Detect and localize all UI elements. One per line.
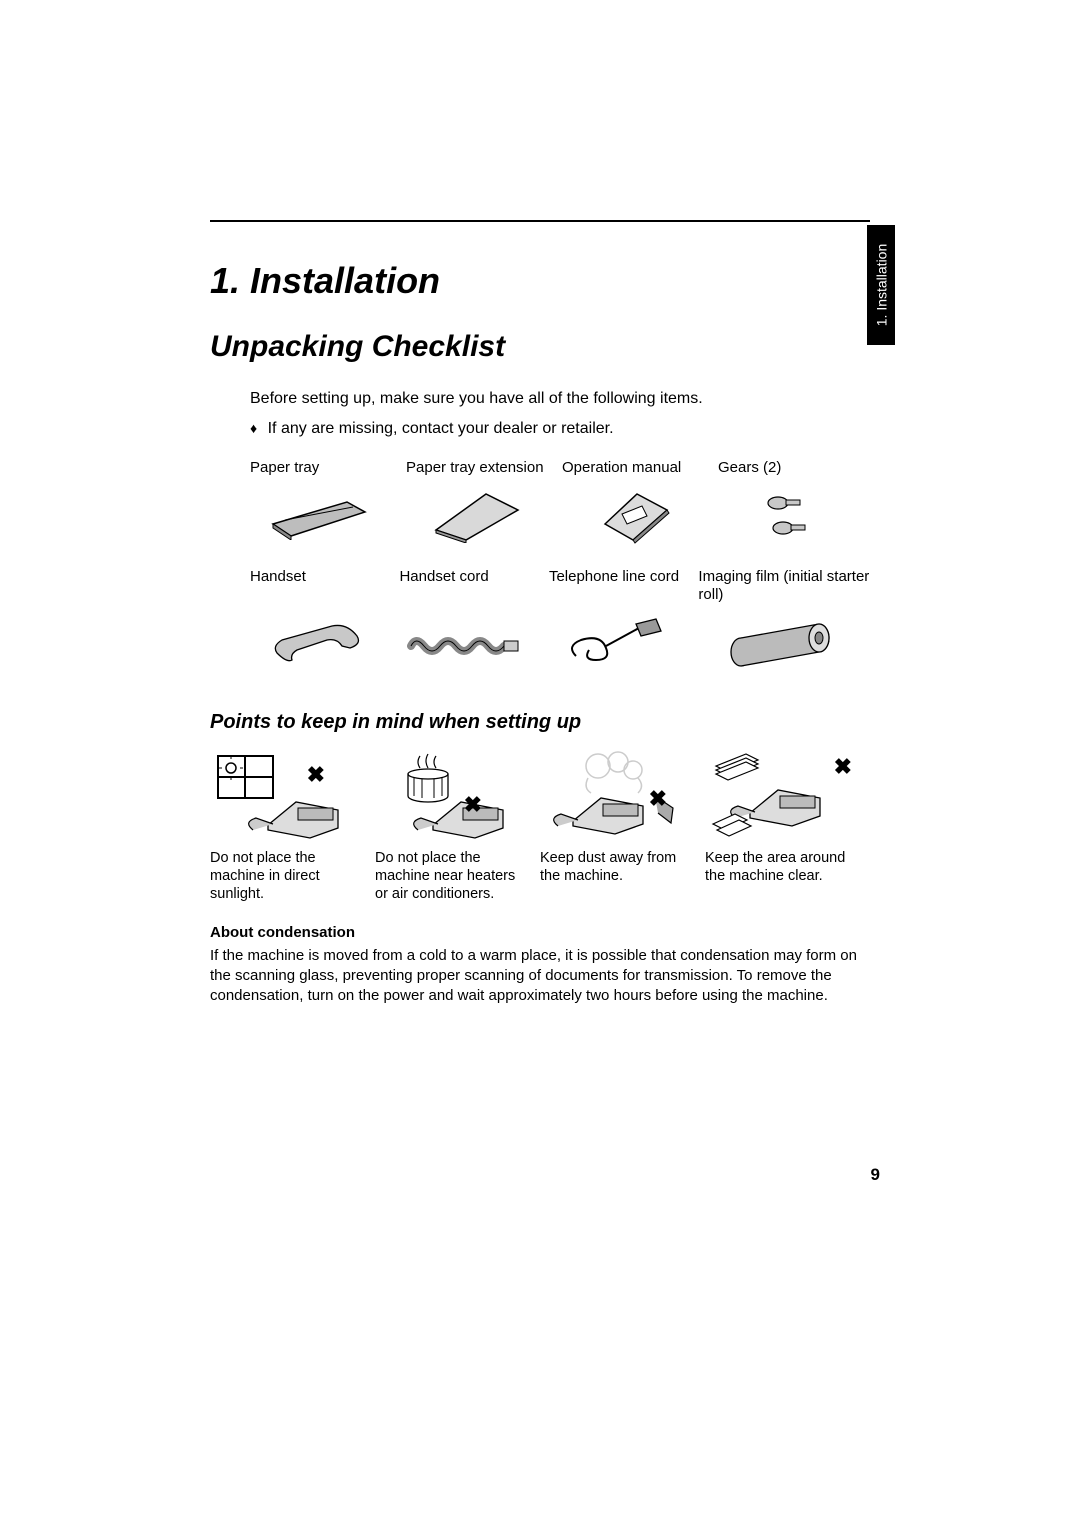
- handset-icon: [250, 613, 383, 673]
- chapter-title: 1. Installation: [210, 260, 870, 302]
- caution-heater: ✖: [375, 748, 530, 843]
- caution-caption: Do not place the machine near heaters or…: [375, 849, 530, 903]
- caution-captions-row: Do not place the machine in direct sunli…: [210, 849, 870, 903]
- x-icon: ✖: [307, 762, 325, 788]
- page-content: 1. Installation Unpacking Checklist Befo…: [210, 220, 870, 1006]
- item-label: Handset cord: [399, 568, 532, 606]
- items-labels-row1: Paper tray Paper tray extension Operatio…: [250, 459, 870, 478]
- bullet-text: If any are missing, contact your dealer …: [268, 420, 614, 437]
- caution-clear: ✖: [705, 748, 860, 843]
- item-label: Imaging film (initial starter roll): [698, 568, 870, 606]
- paper-tray-ext-icon: [406, 486, 546, 546]
- item-label: Handset: [250, 568, 383, 606]
- item-label: Telephone line cord: [549, 568, 682, 606]
- caution-caption: Keep dust away from the machine.: [540, 849, 695, 903]
- side-tab: 1. Installation: [867, 225, 895, 345]
- handset-cord-icon: [399, 613, 532, 673]
- caution-dust: ✖: [540, 748, 695, 843]
- intro-block: Before setting up, make sure you have al…: [250, 388, 870, 441]
- caution-caption: Do not place the machine in direct sunli…: [210, 849, 365, 903]
- items-grid: Paper tray Paper tray extension Operatio…: [250, 459, 870, 673]
- section-title: Unpacking Checklist: [210, 330, 870, 364]
- line-cord-icon: [549, 613, 682, 673]
- imaging-film-icon: [698, 613, 870, 673]
- top-rule: [210, 220, 870, 222]
- paper-tray-icon: [250, 486, 390, 546]
- items-images-row2: [250, 613, 870, 673]
- x-icon: ✖: [464, 792, 482, 818]
- about-block: About condensation If the machine is mov…: [210, 923, 870, 1006]
- bullet-line: ♦ If any are missing, contact your deale…: [250, 418, 870, 440]
- item-label: Paper tray extension: [406, 459, 546, 478]
- caution-caption: Keep the area around the machine clear.: [705, 849, 860, 903]
- items-labels-row2: Handset Handset cord Telephone line cord…: [250, 568, 870, 606]
- x-icon: ✖: [649, 786, 667, 812]
- about-heading: About condensation: [210, 923, 870, 943]
- x-icon: ✖: [834, 754, 852, 780]
- intro-line: Before setting up, make sure you have al…: [250, 388, 870, 410]
- manual-icon: [562, 486, 702, 546]
- gears-icon: [718, 486, 858, 546]
- caution-sunlight: ✖: [210, 748, 365, 843]
- caution-images-row: ✖ ✖: [210, 748, 870, 843]
- subsection-title: Points to keep in mind when setting up: [210, 711, 870, 734]
- item-label: Operation manual: [562, 459, 702, 478]
- diamond-icon: ♦: [250, 420, 257, 436]
- page-number: 9: [871, 1165, 880, 1185]
- side-tab-label: 1. Installation: [873, 244, 889, 327]
- item-label: Paper tray: [250, 459, 390, 478]
- about-body: If the machine is moved from a cold to a…: [210, 946, 870, 1007]
- item-label: Gears (2): [718, 459, 858, 478]
- items-images-row1: [250, 486, 870, 546]
